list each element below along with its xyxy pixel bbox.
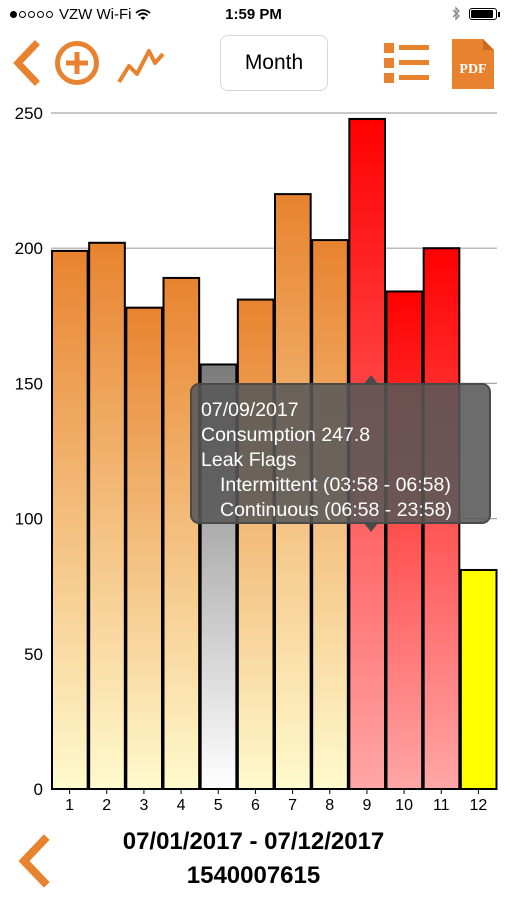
bar-day-3[interactable] — [125, 306, 164, 791]
x-tick-label: 1 — [65, 797, 74, 814]
x-tick-label: 11 — [433, 797, 450, 814]
pdf-label: PDF — [459, 62, 486, 77]
bar-day-4[interactable] — [162, 276, 201, 790]
x-tick-label: 2 — [102, 797, 111, 814]
carrier-label: VZW Wi-Fi — [59, 6, 132, 23]
bar-day-6[interactable] — [236, 298, 275, 791]
x-tick-label: 12 — [470, 797, 488, 814]
bar-tooltip: 07/09/2017 Consumption 247.8 Leak Flags … — [190, 375, 491, 532]
pdf-export-button[interactable]: PDF — [450, 37, 496, 91]
x-tick-label: 5 — [214, 797, 223, 814]
y-tick-label: 50 — [24, 645, 43, 664]
add-button[interactable] — [54, 40, 100, 86]
status-right — [452, 6, 500, 21]
x-tick-label: 3 — [139, 797, 148, 814]
consumption-chart: 0 50 100 150 200 250 1 2 3 4 5 6 7 8 9 10 11 12 — [0, 96, 507, 822]
x-tick-label: 10 — [395, 797, 413, 814]
status-bar: VZW Wi-Fi 1:59 PM — [0, 0, 507, 30]
tooltip-intermittent: Intermittent (03:58 - 06:58) — [220, 474, 451, 496]
battery-icon — [469, 7, 500, 20]
meter-id: 1540007615 — [186, 862, 321, 889]
back-button[interactable] — [10, 40, 44, 86]
carrier-group: VZW Wi-Fi — [10, 6, 152, 23]
footer: 07/01/2017 - 07/12/2017 1540007615 — [0, 822, 507, 900]
y-tick-label: 150 — [15, 374, 43, 393]
trend-chart-button[interactable] — [116, 42, 166, 86]
x-tick-label: 6 — [251, 797, 260, 814]
previous-period-button[interactable] — [14, 832, 54, 890]
period-selector[interactable]: Month — [220, 35, 328, 91]
bar-day-10[interactable] — [385, 290, 424, 791]
x-tick-label: 9 — [362, 797, 371, 814]
bluetooth-icon — [452, 6, 460, 21]
tooltip-pointer-top — [363, 375, 379, 385]
date-range: 07/01/2017 - 07/12/2017 — [122, 828, 385, 855]
tooltip-leak-title: Leak Flags — [201, 449, 297, 471]
signal-strength-icon — [10, 11, 53, 18]
y-tick-label: 250 — [15, 104, 43, 123]
tooltip-continuous: Continuous (06:58 - 23:58) — [220, 499, 452, 521]
y-tick-label: 100 — [15, 510, 43, 529]
bar-day-1[interactable] — [51, 249, 89, 791]
x-tick-label: 4 — [177, 797, 186, 814]
y-tick-label: 0 — [34, 780, 43, 799]
clock: 1:59 PM — [225, 6, 282, 23]
bar-day-2[interactable] — [88, 241, 126, 791]
tooltip-date: 07/09/2017 — [201, 399, 299, 421]
tooltip-consumption: Consumption 247.8 — [201, 424, 371, 446]
x-tick-label: 8 — [325, 797, 334, 814]
wifi-icon — [135, 8, 152, 20]
toolbar: Month PDF — [0, 30, 507, 96]
list-view-button[interactable] — [382, 40, 432, 86]
x-tick-label: 7 — [288, 797, 297, 814]
y-tick-label: 200 — [15, 239, 43, 258]
tooltip-pointer-bottom — [363, 522, 379, 532]
bar-day-12[interactable] — [459, 568, 498, 791]
